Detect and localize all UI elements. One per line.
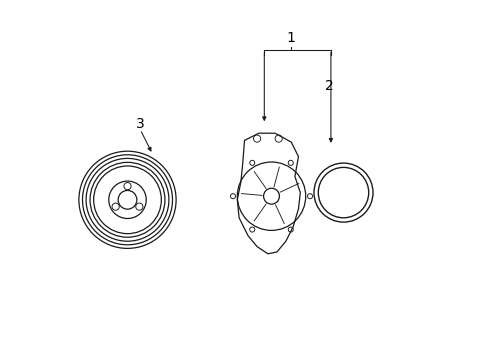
Text: 1: 1 (286, 31, 295, 45)
Text: 2: 2 (324, 80, 333, 93)
Text: 3: 3 (136, 117, 144, 131)
